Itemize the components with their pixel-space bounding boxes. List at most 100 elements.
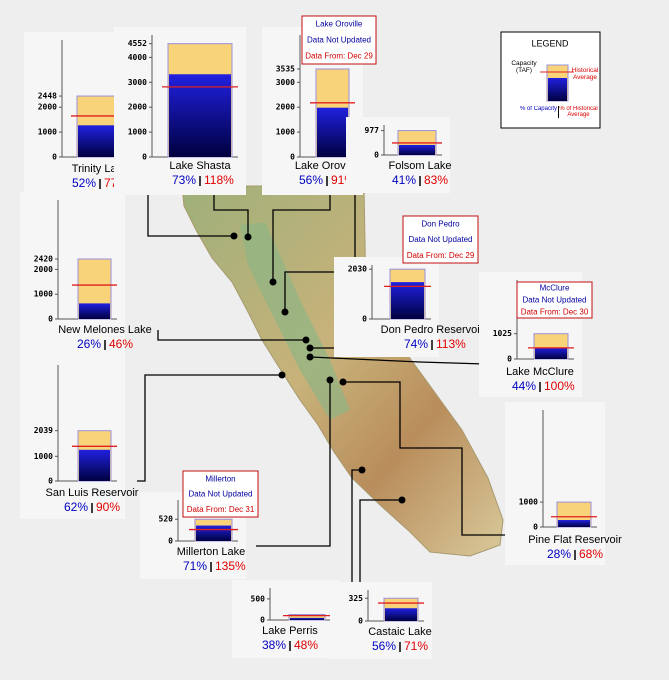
notice-line: Data Not Updated (188, 490, 252, 499)
notice-line: Data From: Dec 29 (305, 52, 373, 61)
notice-line: Data From: Dec 30 (521, 308, 589, 317)
notice-line: Millerton (205, 474, 235, 483)
pct-average: 90% (96, 500, 120, 514)
storage-bar (558, 520, 590, 527)
pct-average: 48% (294, 638, 318, 652)
y-tick-label: 325 (349, 594, 364, 603)
central-valley (240, 222, 350, 420)
storage-bar (391, 282, 424, 319)
y-tick-label: 3000 (276, 78, 295, 87)
y-tick-label: 3000 (128, 78, 147, 87)
pct-capacity: 56% (299, 173, 323, 187)
y-tick-label: 500 (251, 594, 266, 603)
legend-title: LEGEND (531, 38, 569, 48)
pct-average: 71% (404, 639, 428, 653)
storage-bar (290, 617, 324, 620)
y-tick-label: 2039 (34, 426, 53, 435)
reservoir-name: New Melones Lake (58, 324, 152, 336)
y-tick-label: 520 (159, 515, 174, 524)
y-tick-label: 0 (260, 616, 265, 625)
panel (505, 402, 605, 565)
pct-capacity: 41% (392, 173, 416, 187)
y-tick-label: 0 (168, 537, 173, 546)
notice-box (516, 281, 593, 319)
pct-average: 135% (215, 559, 246, 573)
y-tick-label: 3535 (276, 64, 295, 73)
notice-line: Data Not Updated (522, 296, 586, 305)
pct-average: 100% (544, 379, 575, 393)
y-tick-label: 2030 (348, 265, 367, 274)
y-tick-label: 1000 (34, 290, 53, 299)
legend-capacity-label: Capacity (TAF) (511, 60, 537, 74)
y-tick-label: 0 (507, 355, 512, 364)
pct-average: 113% (436, 337, 466, 351)
notice-line: Lake Oroville (316, 20, 363, 29)
y-tick-label: 0 (290, 153, 295, 162)
notice-line: Data From: Dec 29 (407, 251, 475, 260)
storage-bar (385, 608, 417, 621)
notice-box (182, 470, 259, 518)
reservoir-name: Folsom Lake (389, 160, 452, 172)
pct-capacity: 62% (64, 500, 88, 514)
storage-bar (79, 449, 110, 481)
pct-capacity: 74% (404, 337, 428, 351)
pct-capacity: 44% (512, 379, 536, 393)
y-tick-label: 2000 (128, 103, 147, 112)
storage-bar (317, 107, 348, 157)
y-tick-label: 0 (358, 617, 363, 626)
reservoir-name: San Luis Reservoir (46, 487, 139, 499)
notice-box (402, 215, 479, 264)
y-tick-label: 0 (48, 315, 53, 324)
pct-average: 46% (109, 337, 133, 351)
reservoir-name: Lake Oroville (295, 160, 359, 172)
y-tick-label: 2000 (276, 103, 295, 112)
notice-line: McClure (540, 284, 570, 293)
y-tick-label: 2000 (38, 103, 57, 112)
y-tick-label: 0 (52, 153, 57, 162)
y-tick-label: 4000 (128, 53, 147, 62)
y-tick-label: 1000 (38, 128, 57, 137)
legend-storage (548, 78, 567, 101)
legend-pct-capacity: % of Capacity (519, 106, 557, 112)
notice-line: Don Pedro (421, 219, 460, 228)
pct-average: 83% (424, 173, 448, 187)
legend-capacity-fo: Capacity (TAF) (511, 60, 537, 74)
y-tick-label: 1025 (493, 329, 512, 338)
pct-capacity: 26% (77, 337, 101, 351)
y-tick-label: 1000 (519, 498, 538, 507)
y-tick-label: 0 (48, 477, 53, 486)
storage-bar (196, 525, 231, 541)
reservoir-name: Lake Perris (262, 625, 318, 637)
y-tick-label: 2000 (34, 265, 53, 274)
reservoir-dots (230, 232, 406, 504)
y-tick-label: 1000 (276, 128, 295, 137)
reservoir-name: Millerton Lake (177, 546, 245, 558)
storage-bar (535, 347, 567, 359)
pct-capacity: 73% (172, 173, 196, 187)
y-tick-label: 2448 (38, 92, 57, 101)
pct-capacity: 56% (372, 639, 396, 653)
reservoir-name: Don Pedro Reservoir (381, 324, 484, 336)
pct-capacity: 52% (72, 176, 96, 190)
pct-average: 118% (204, 173, 234, 187)
notice-line: Data Not Updated (408, 235, 472, 244)
y-tick-label: 1000 (34, 452, 53, 461)
pct-capacity: 28% (547, 547, 571, 561)
legend-pctcap-fo: % of Capacity (519, 106, 557, 112)
reservoir-name: Lake McClure (506, 366, 574, 378)
notice-line: Data Not Updated (307, 36, 371, 45)
y-tick-label: 0 (533, 523, 538, 532)
y-tick-label: 4552 (128, 39, 147, 48)
legend: LEGEND Capacity (TAF) Historical Average… (500, 31, 601, 129)
y-tick-label: 2420 (34, 255, 53, 264)
